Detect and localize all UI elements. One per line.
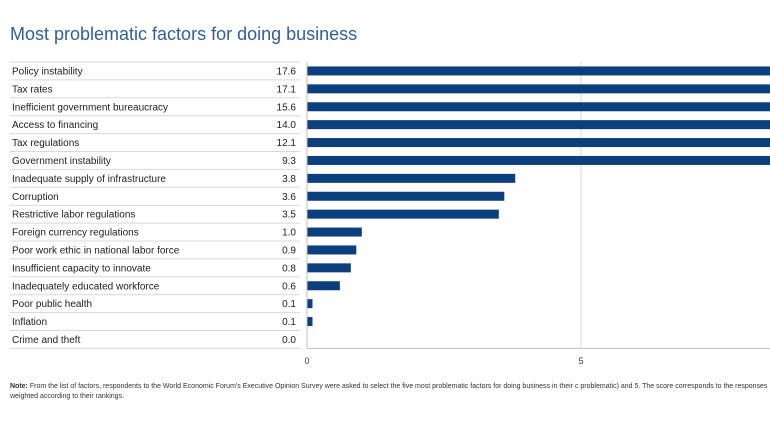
- value-label: 9.3: [282, 156, 296, 167]
- chart-title: Most problematic factors for doing busin…: [10, 24, 358, 44]
- category-label: Inflation: [12, 317, 47, 328]
- category-label: Restrictive labor regulations: [12, 210, 135, 221]
- bar: [307, 299, 313, 309]
- value-label: 14.0: [277, 120, 297, 131]
- value-label: 0.9: [282, 245, 296, 256]
- x-tick-label: 5: [578, 356, 583, 366]
- note-text: From the list of factors, respondents to…: [10, 383, 768, 400]
- bar: [307, 84, 770, 94]
- value-label: 0.1: [282, 317, 296, 328]
- value-label: 0.0: [282, 335, 296, 346]
- category-label: Tax regulations: [12, 138, 79, 149]
- bar: [307, 138, 770, 148]
- category-label: Tax rates: [12, 84, 53, 95]
- chart-note: Note: From the list of factors, responde…: [10, 382, 770, 412]
- value-label: 0.1: [282, 299, 296, 310]
- value-label: 3.6: [282, 192, 296, 203]
- bar: [307, 317, 313, 327]
- category-label: Crime and theft: [12, 335, 81, 346]
- value-label: 17.1: [277, 84, 297, 95]
- category-label: Poor public health: [12, 299, 92, 310]
- bar: [307, 227, 362, 237]
- x-tick-label: 0: [304, 356, 309, 366]
- category-label: Inadequately educated workforce: [12, 281, 160, 292]
- bar: [307, 245, 357, 255]
- bar: [307, 191, 505, 201]
- category-label: Government instability: [12, 156, 111, 167]
- category-label: Inefficient government bureaucracy: [12, 102, 168, 113]
- bar: [307, 209, 499, 219]
- value-label: 15.6: [277, 102, 297, 113]
- value-label: 3.5: [282, 210, 296, 221]
- bar: [307, 102, 770, 112]
- category-label: Foreign currency regulations: [12, 228, 139, 239]
- value-label: 0.6: [282, 281, 296, 292]
- bar: [307, 120, 770, 130]
- category-label: Access to financing: [12, 120, 98, 131]
- value-label: 17.6: [277, 66, 297, 77]
- category-label: Policy instability: [12, 66, 83, 77]
- category-label: Inadequate supply of infrastructure: [12, 174, 166, 185]
- bar: [307, 66, 770, 76]
- bar: [307, 173, 516, 183]
- value-label: 1.0: [282, 228, 296, 239]
- bar: [307, 281, 340, 291]
- bar: [307, 155, 770, 165]
- note-label: Note:: [10, 383, 28, 390]
- value-label: 3.8: [282, 174, 296, 185]
- bar: [307, 263, 351, 273]
- category-label: Insufficient capacity to innovate: [12, 263, 151, 274]
- category-label: Corruption: [12, 192, 59, 203]
- category-label: Poor work ethic in national labor force: [12, 245, 180, 256]
- bar-chart: Policy instability 17.6 Tax rates 17.1 Ineff…: [10, 61, 770, 366]
- value-label: 0.8: [282, 263, 296, 274]
- value-label: 12.1: [277, 138, 297, 149]
